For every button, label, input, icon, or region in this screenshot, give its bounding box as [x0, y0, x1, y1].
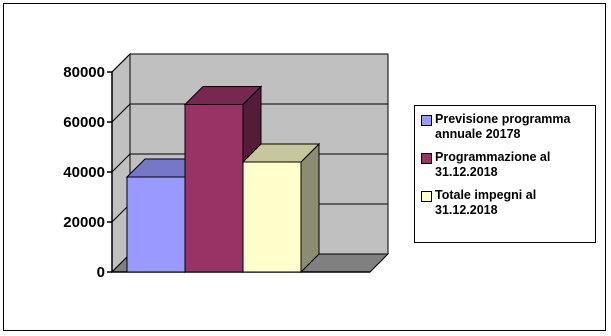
y-axis-ticks: 0 20000 40000 60000 80000 [63, 64, 112, 281]
legend-swatch [421, 115, 432, 126]
y-tick-label: 80000 [63, 64, 105, 81]
y-tick-label: 40000 [63, 164, 105, 181]
legend: Previsione programma annuale 20178 Progr… [414, 105, 596, 243]
gridline [111, 103, 388, 123]
bar-front [126, 176, 186, 273]
legend-label: Totale impegni al 31.12.2018 [435, 188, 537, 217]
legend-item: Totale impegni al 31.12.2018 [421, 188, 591, 218]
y-tick-label: 0 [97, 264, 105, 281]
y-tick-label: 60000 [63, 114, 105, 131]
bar [241, 142, 321, 274]
chart-bars [125, 85, 321, 274]
bar-front [184, 104, 244, 273]
y-tick-label: 20000 [63, 214, 105, 231]
legend-swatch [421, 153, 432, 164]
legend-label: Previsione programma annuale 20178 [435, 112, 571, 141]
bar-side [300, 142, 320, 274]
bar-front [242, 161, 302, 273]
legend-label: Programmazione al 31.12.2018 [435, 150, 551, 179]
legend-item: Previsione programma annuale 20178 [421, 112, 591, 142]
legend-item: Programmazione al 31.12.2018 [421, 150, 591, 180]
legend-swatch [421, 191, 432, 202]
gridline [111, 53, 388, 73]
